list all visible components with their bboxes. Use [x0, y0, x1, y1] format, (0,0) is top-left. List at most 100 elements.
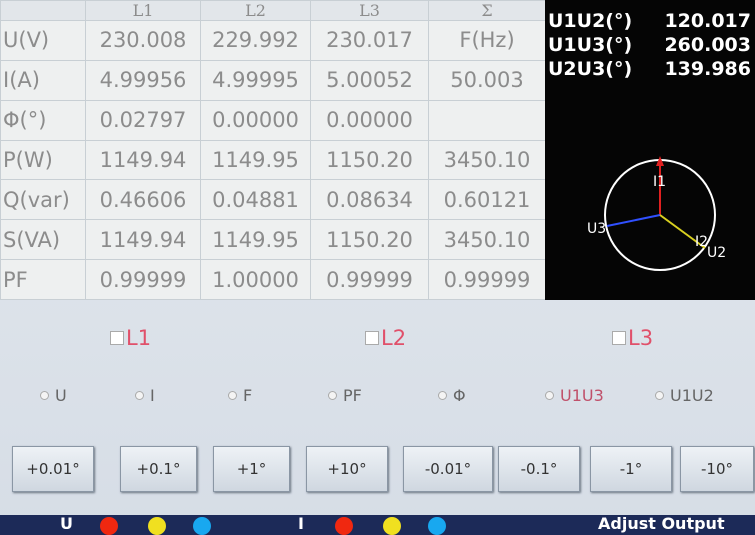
phase-panel: I1 U3 I2 U2 U1U2(°)120.017U1U3(°)260.003…: [545, 0, 755, 300]
cell: 229.992: [201, 21, 311, 61]
radio[interactable]: I: [135, 386, 155, 405]
adjust-button[interactable]: -0.01°: [403, 446, 493, 492]
table-row: P(W)1149.941149.951150.203450.10: [1, 140, 546, 180]
phasor-label: I1: [653, 174, 666, 190]
color-dot: [100, 517, 118, 535]
checkbox[interactable]: L2: [365, 326, 406, 350]
row-label: I(A): [1, 60, 86, 100]
angle-label: U1U3(°): [548, 34, 632, 56]
cell: 3450.10: [429, 140, 546, 180]
radio-dot: [40, 391, 49, 400]
cell: 0.02797: [86, 100, 201, 140]
angle-label: U1U2(°): [548, 10, 632, 32]
cell: 1149.94: [86, 140, 201, 180]
radio-label: Φ: [453, 386, 466, 405]
radio[interactable]: PF: [328, 386, 362, 405]
cell: 0.99999: [429, 260, 546, 300]
radio-label: U: [55, 386, 67, 405]
column-header: L3: [311, 1, 429, 21]
i-label: I: [298, 514, 304, 533]
adjust-button[interactable]: -0.1°: [498, 446, 580, 492]
radio-label: F: [243, 386, 252, 405]
color-dot: [428, 517, 446, 535]
cell: 3450.10: [429, 220, 546, 260]
adjust-output[interactable]: Adjust Output: [598, 514, 725, 533]
cell: 1150.20: [311, 140, 429, 180]
color-dot: [335, 517, 353, 535]
row-label: Q(var): [1, 180, 86, 220]
checkbox-label: L2: [381, 326, 406, 350]
cell: 0.99999: [86, 260, 201, 300]
cell: 0.08634: [311, 180, 429, 220]
adjust-button[interactable]: -10°: [680, 446, 754, 492]
column-header: Σ: [429, 1, 546, 21]
radio-dot: [655, 391, 664, 400]
radio[interactable]: Φ: [438, 386, 466, 405]
phasor-label: U2: [707, 245, 726, 261]
cell: 4.99995: [201, 60, 311, 100]
radio-label: PF: [343, 386, 362, 405]
corner-cell: [1, 1, 86, 21]
adjust-button[interactable]: +0.1°: [120, 446, 197, 492]
checkbox-label: L3: [628, 326, 653, 350]
adjust-button[interactable]: +0.01°: [12, 446, 94, 492]
radio[interactable]: U: [40, 386, 67, 405]
radio-label: U1U2: [670, 386, 714, 405]
phasor-label: U3: [587, 221, 606, 237]
cell: 0.99999: [311, 260, 429, 300]
angle-value: 120.017: [664, 10, 751, 32]
checkbox-box: [110, 331, 124, 345]
color-dot: [193, 517, 211, 535]
screen: L1L2L3Σ U(V)230.008229.992230.017F(Hz)I(…: [0, 0, 755, 535]
cell: 1149.95: [201, 140, 311, 180]
cell: 1149.95: [201, 220, 311, 260]
radio[interactable]: U1U2: [655, 386, 714, 405]
checkbox-label: L1: [126, 326, 151, 350]
checkbox[interactable]: L1: [110, 326, 151, 350]
cell: F(Hz): [429, 21, 546, 61]
cell: 0.00000: [311, 100, 429, 140]
checkbox[interactable]: L3: [612, 326, 653, 350]
radio-dot: [438, 391, 447, 400]
cell: 1150.20: [311, 220, 429, 260]
cell: 50.003: [429, 60, 546, 100]
adjust-button[interactable]: -1°: [590, 446, 672, 492]
cell: 1.00000: [201, 260, 311, 300]
radio-dot: [135, 391, 144, 400]
phasor-u3: [607, 215, 660, 226]
radio-label: I: [150, 386, 155, 405]
cell: 1149.94: [86, 220, 201, 260]
cell: 0.46606: [86, 180, 201, 220]
row-label: Φ(°): [1, 100, 86, 140]
cell: 230.008: [86, 21, 201, 61]
radio[interactable]: F: [228, 386, 252, 405]
cell: 230.017: [311, 21, 429, 61]
row-label: P(W): [1, 140, 86, 180]
angle-label: U2U3(°): [548, 58, 632, 80]
row-label: S(VA): [1, 220, 86, 260]
adjust-button[interactable]: +10°: [306, 446, 388, 492]
column-header: L1: [86, 1, 201, 21]
color-dot: [383, 517, 401, 535]
cell: 0.00000: [201, 100, 311, 140]
column-header: L2: [201, 1, 311, 21]
radio-label: U1U3: [560, 386, 604, 405]
adjust-button[interactable]: +1°: [213, 446, 290, 492]
color-dot: [148, 517, 166, 535]
checkbox-box: [365, 331, 379, 345]
radio-dot: [328, 391, 337, 400]
radio-dot: [228, 391, 237, 400]
cell: 5.00052: [311, 60, 429, 100]
row-label: U(V): [1, 21, 86, 61]
radio[interactable]: U1U3: [545, 386, 604, 405]
radio-dot: [545, 391, 554, 400]
checkbox-box: [612, 331, 626, 345]
angle-value: 260.003: [664, 34, 751, 56]
